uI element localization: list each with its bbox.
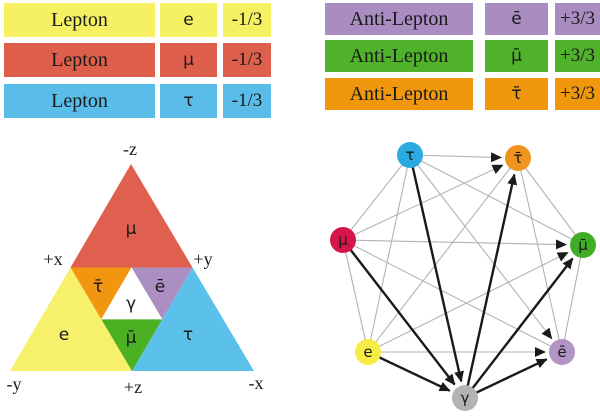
graph-node-label-gamma: γ [461,389,470,407]
axis-label-pos-y: +y [193,249,212,269]
triangle-label-mu: μ [126,219,137,239]
axis-label-neg-y: -y [7,374,22,394]
category-cell: Lepton [4,84,155,118]
graph-node-label-e: e [363,343,372,361]
charge-cell: +3/3 [555,78,600,110]
axis-label-pos-x: +x [43,249,62,269]
triangle-region-gamma [101,267,163,320]
triangle-region-tau [132,267,254,371]
graph-edge-e-gamma [367,350,451,392]
table-row: Lepton τ -1/3 [0,84,300,118]
category-cell: Lepton [4,3,155,37]
graph-node-label-anti-mu: μ̄ [578,236,588,254]
graph-edge-gamma-anti-e [464,358,548,400]
graph-edge-tau-anti-tau [409,152,503,163]
table-row: Anti-Lepton τ̄ +3/3 [0,78,600,110]
graph-node-label-mu: μ [338,231,348,249]
triangle-region-anti-e [131,267,193,320]
table-row: Lepton μ -1/3 [0,43,300,77]
graph-edge-mu-gamma [342,239,456,386]
graph-edge-gamma-anti-mu [464,257,574,399]
particle-cell: τ̄ [485,78,548,110]
graph-edge-mu-e [342,239,369,353]
graph-node-anti-tau [505,145,531,171]
graph-node-anti-mu [570,232,596,258]
graph-node-label-anti-e: ē [557,343,566,361]
graph-edge-tau-gamma [408,154,464,383]
graph-edge-e-anti-tau [367,157,519,353]
triangle-region-e [10,267,132,371]
axis-label-neg-z: -z [123,139,137,159]
charge-cell: -1/3 [223,84,271,118]
triangle-region-anti-mu [101,319,163,371]
category-cell: Anti-Lepton [325,40,473,72]
charge-cell: +3/3 [555,40,600,72]
graph-edge-mu-anti-e [342,239,563,353]
triangle-label-anti-tau: τ̄ [93,277,103,297]
graph-edge-tau-mu [342,154,411,241]
triangle-label-gamma: γ [126,294,136,314]
triangle-label-anti-mu: μ̄ [126,328,137,348]
category-cell: Anti-Lepton [325,78,473,110]
particle-cell: μ [160,43,217,77]
graph-node-label-anti-tau: τ̄ [513,149,522,167]
triangle-diagram: μ e τ τ̄ ē μ̄ γ -z +x +y -y +z -x [7,139,264,397]
axis-label-pos-z: +z [124,377,142,397]
category-cell: Anti-Lepton [325,3,473,35]
charge-cell: -1/3 [223,3,271,37]
triangle-region-mu [70,164,193,268]
triangle-label-e: e [59,325,69,345]
table-row: Anti-Lepton μ̄ +3/3 [0,40,600,72]
graph-node-label-tau: τ [405,146,414,164]
graph-edge-anti-tau-anti-mu [517,157,584,246]
graph-node-tau [397,142,423,168]
particle-cell: ē [485,3,548,35]
graph-edge-gamma-anti-tau [463,173,518,399]
graph-node-mu [330,227,356,253]
graph-edge-e-anti-mu [367,252,569,353]
table-row: Lepton e -1/3 [0,3,300,37]
graph-edge-tau-anti-e [409,154,553,340]
graph-edge-mu-anti-mu [342,239,568,250]
graph-edge-anti-tau-anti-e [517,157,563,353]
triangle-label-tau: τ [183,325,193,345]
charge-cell: +3/3 [555,3,600,35]
graph-edge-mu-anti-tau [342,164,504,241]
graph-node-anti-e [549,339,575,365]
particle-cell: μ̄ [485,40,548,72]
triangle-region-anti-tau [70,267,132,320]
axis-label-neg-x: -x [249,373,264,393]
interaction-graph: τ τ̄ μ μ̄ e ē γ [330,142,596,411]
graph-edge-tau-anti-mu [409,154,584,246]
particle-cell: τ [160,84,217,118]
triangle-label-anti-e: ē [155,277,165,297]
graph-node-gamma [452,385,478,411]
graph-node-e [355,339,381,365]
graph-edge-tau-e [367,154,411,353]
category-cell: Lepton [4,43,155,77]
charge-cell: -1/3 [223,43,271,77]
particle-cell: e [160,3,217,37]
table-row: Anti-Lepton ē +3/3 [0,3,600,35]
graph-edge-anti-mu-anti-e [561,244,584,353]
